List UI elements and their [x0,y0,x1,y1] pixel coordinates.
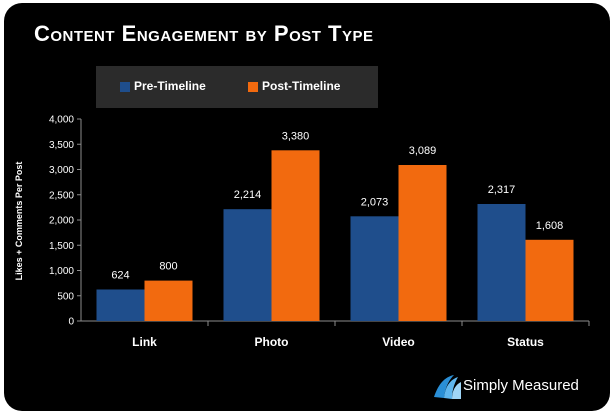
bar-data-label: 800 [159,261,177,273]
bar-data-label: 2,317 [488,184,516,196]
brand-logo: Simply Measured [432,371,602,401]
chart-title: Content Engagement by Post Type [34,21,374,46]
x-category-label: Photo [255,335,289,349]
x-category-label: Link [132,335,157,349]
chart-frame: Content Engagement by Post Type Pre-Time… [4,3,610,411]
bar-data-label: 3,089 [409,145,437,157]
y-tick-label: 1,000 [49,266,74,277]
y-tick-label: 2,000 [49,216,74,227]
chart-legend: Pre-Timeline Post-Timeline [96,66,378,108]
bar-post-timeline [144,280,193,321]
y-axis-label: Likes + Comments Per Post [14,162,24,281]
y-tick-label: 3,500 [49,140,74,151]
legend-label-pre-timeline: Pre-Timeline [134,79,206,93]
y-tick-label: 500 [57,291,74,302]
bar-post-timeline [525,239,574,321]
bar-post-timeline [398,165,447,321]
bar-data-label: 1,608 [536,220,564,232]
bar-pre-timeline [223,209,272,321]
bar-pre-timeline [96,289,145,321]
chart-plot-area: Likes + Comments Per Post 4,000 3,500 3,00… [14,115,590,349]
legend-swatch-pre-timeline [120,82,130,92]
x-category-label: Status [507,335,544,349]
legend-swatch-post-timeline [248,82,258,92]
bar-data-label: 3,380 [282,130,310,142]
bar-data-label: 2,073 [361,196,389,208]
brand-name: Simply Measured [463,377,579,394]
bar-data-label: 2,214 [234,189,262,201]
y-tick-label: 3,000 [49,165,74,176]
y-tick-label: 1,500 [49,241,74,252]
y-tick-label: 4,000 [49,115,74,126]
x-category-label: Video [382,335,414,349]
y-tick-label: 0 [68,317,74,328]
simply-measured-logo-icon [434,375,461,399]
legend-label-post-timeline: Post-Timeline [262,79,341,93]
bar-data-label: 624 [111,269,129,281]
bar-pre-timeline [477,203,526,321]
bar-pre-timeline [350,216,399,321]
bar-post-timeline [271,150,320,321]
y-tick-label: 2,500 [49,190,74,201]
